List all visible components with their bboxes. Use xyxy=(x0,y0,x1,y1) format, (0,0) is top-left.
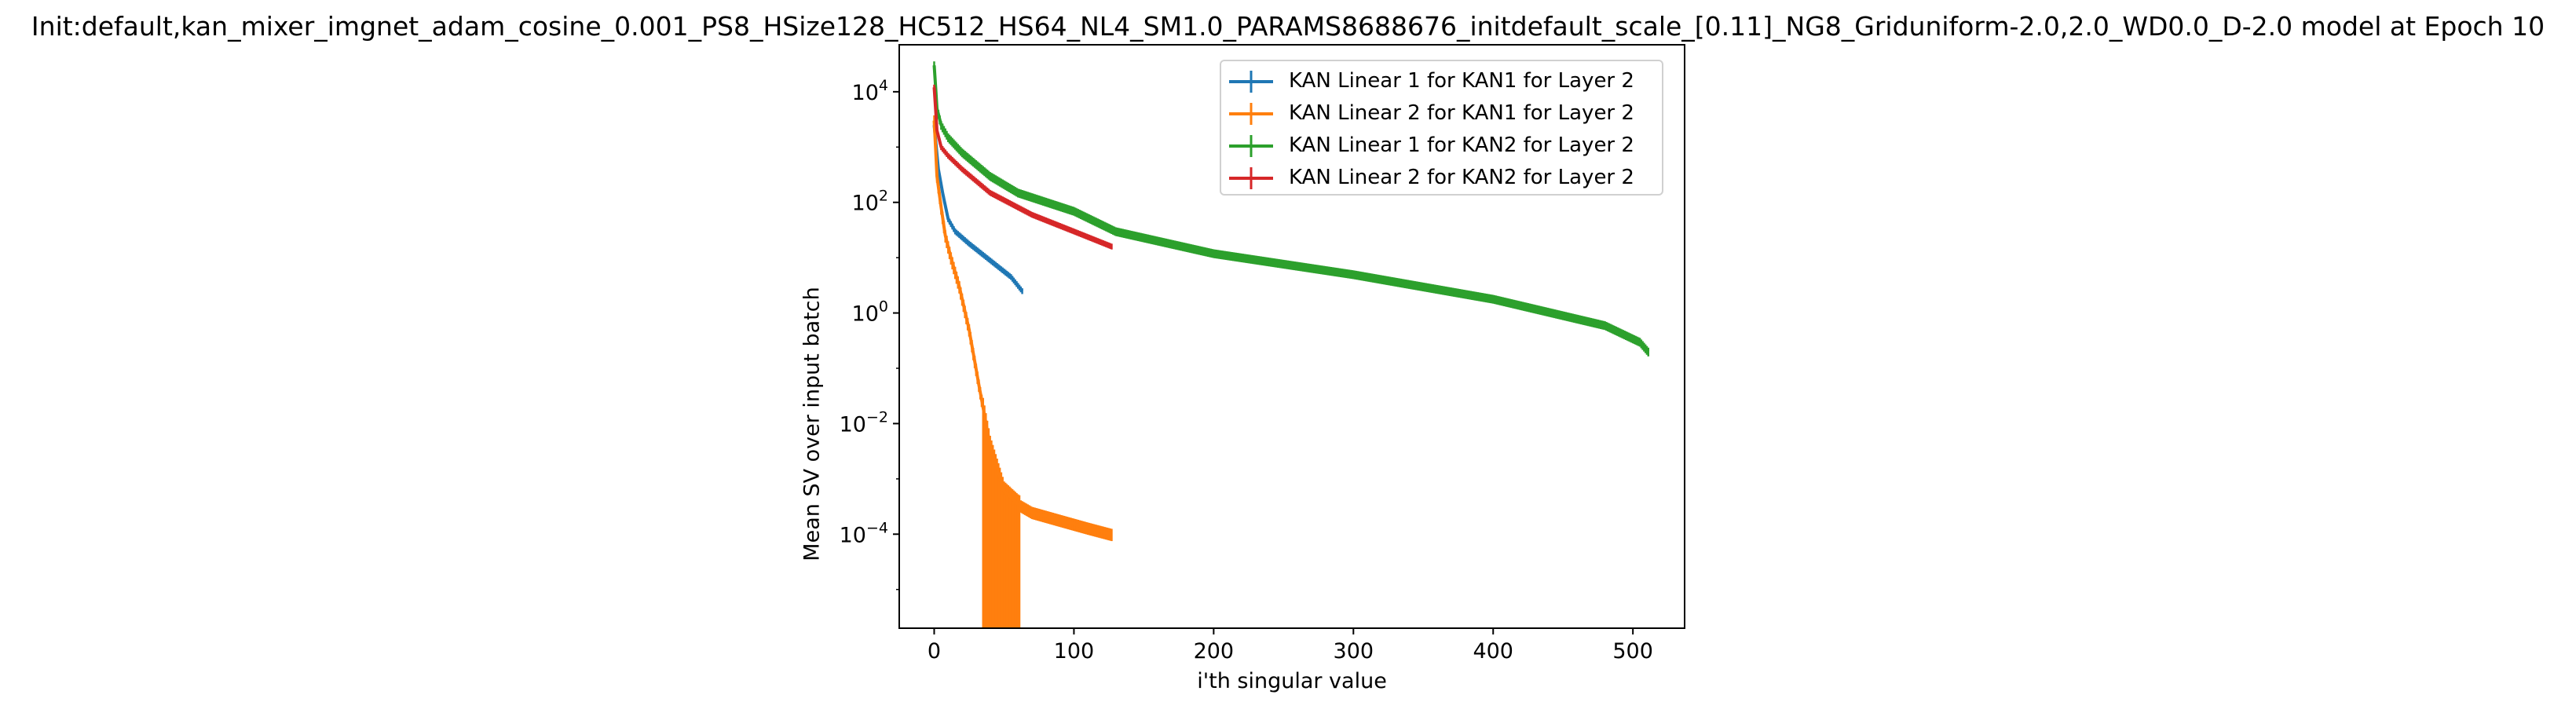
series-3 xyxy=(932,61,1650,356)
series-4 xyxy=(932,84,1113,250)
chart-title: Init:default,kan_mixer_imgnet_adam_cosin… xyxy=(31,11,2545,42)
x-tick-label: 500 xyxy=(1612,639,1653,664)
y-tick-label: 100 xyxy=(852,298,888,327)
x-tick-label: 200 xyxy=(1194,639,1235,664)
series-line xyxy=(932,125,1024,292)
series-line xyxy=(932,65,1650,353)
x-tick-label: 100 xyxy=(1054,639,1095,664)
series-line xyxy=(932,87,1113,248)
x-axis-label: i'th singular value xyxy=(1197,669,1387,693)
legend-entry: KAN Linear 2 for KAN2 for Layer 2 xyxy=(1221,163,1661,194)
axes-frame xyxy=(898,44,1685,629)
legend-label: KAN Linear 1 for KAN2 for Layer 2 xyxy=(1289,133,1634,157)
y-tick-label: 102 xyxy=(852,188,888,216)
series-3-errorbars xyxy=(933,61,1649,356)
x-tick-label: 0 xyxy=(928,639,941,664)
legend-entry: KAN Linear 2 for KAN1 for Layer 2 xyxy=(1221,98,1661,130)
x-tick-label: 300 xyxy=(1334,639,1374,664)
x-tick-label: 400 xyxy=(1473,639,1513,664)
series-1 xyxy=(932,122,1024,294)
legend-label: KAN Linear 2 for KAN1 for Layer 2 xyxy=(1289,101,1634,125)
legend-swatch xyxy=(1229,135,1273,157)
legend-label: KAN Linear 2 for KAN2 for Layer 2 xyxy=(1289,166,1634,189)
y-tick-label: 10−2 xyxy=(840,408,888,437)
y-tick-label: 10−4 xyxy=(840,519,888,547)
legend-entry: KAN Linear 1 for KAN1 for Layer 2 xyxy=(1221,66,1661,97)
series-line xyxy=(932,120,1113,536)
legend-entry: KAN Linear 1 for KAN2 for Layer 2 xyxy=(1221,130,1661,162)
legend-label: KAN Linear 1 for KAN1 for Layer 2 xyxy=(1289,69,1634,93)
y-tick-label: 104 xyxy=(852,77,888,105)
legend: KAN Linear 1 for KAN1 for Layer 2 KAN Lin… xyxy=(1220,60,1663,196)
legend-swatch xyxy=(1229,71,1273,93)
series-2 xyxy=(932,115,1113,628)
legend-swatch xyxy=(1229,167,1273,189)
legend-swatch xyxy=(1229,103,1273,125)
y-axis-label: Mean SV over input batch xyxy=(800,287,825,561)
